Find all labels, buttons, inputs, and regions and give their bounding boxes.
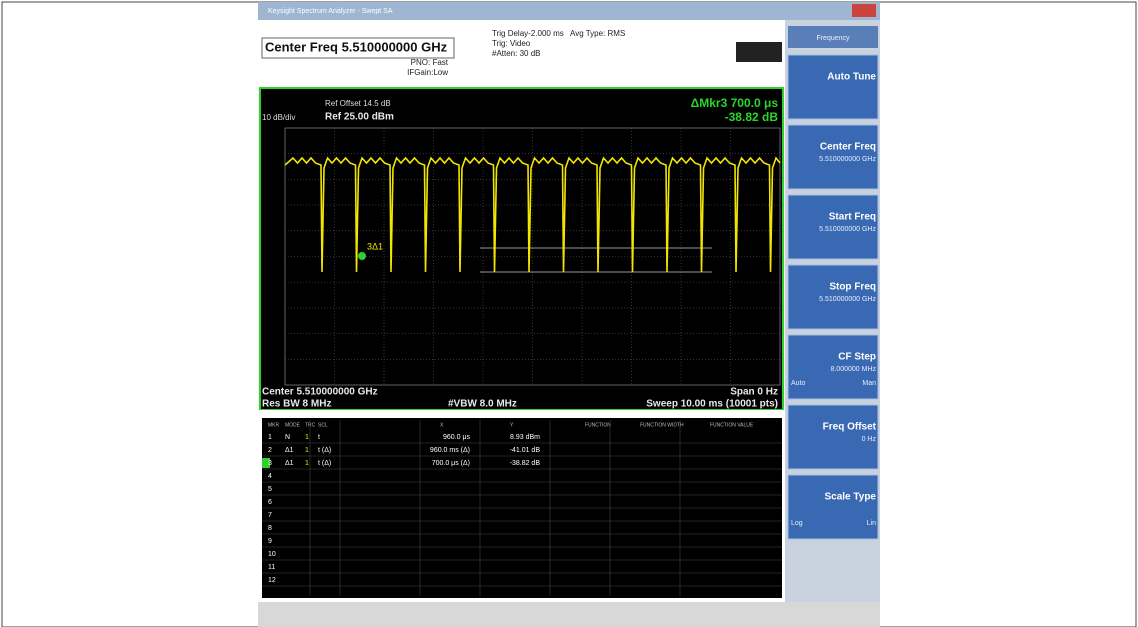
center-freq: Center Freq 5.510000000 GHz bbox=[265, 39, 448, 54]
span: Span 0 Hz bbox=[730, 387, 778, 398]
status-icon bbox=[736, 42, 782, 62]
atten: #Atten: 30 dB bbox=[492, 49, 540, 58]
softkey-value: 5.510000000 GHz bbox=[819, 226, 876, 233]
marker-value: -38.82 dB bbox=[725, 110, 779, 124]
column-header: FUNCTION WIDTH bbox=[640, 422, 684, 428]
ref-level: Ref 25.00 dBm bbox=[325, 112, 394, 123]
table-cell: 960.0 ms (Δ) bbox=[430, 447, 470, 454]
table-cell: 4 bbox=[268, 473, 272, 480]
softkey-value: 8.000000 MHz bbox=[830, 366, 876, 373]
scale: 10 dB/div bbox=[262, 113, 295, 122]
table-cell: 11 bbox=[268, 564, 275, 571]
column-header: SCL bbox=[318, 422, 328, 428]
table-cell: 12 bbox=[268, 577, 276, 584]
table-cell: 1 bbox=[305, 447, 309, 454]
softkey-value: 5.510000000 GHz bbox=[819, 296, 876, 303]
column-header: X bbox=[440, 422, 444, 428]
table-cell: Δ1 bbox=[285, 460, 294, 467]
softkey-value: 5.510000000 GHz bbox=[819, 156, 876, 163]
table-cell: t bbox=[318, 434, 320, 441]
table-cell: 700.0 μs (Δ) bbox=[432, 460, 470, 467]
softkey[interactable] bbox=[787, 194, 879, 260]
softkey-label: Stop Freq bbox=[829, 282, 876, 293]
ref-offset: Ref Offset 14.5 dB bbox=[325, 99, 391, 108]
column-header: FUNCTION bbox=[585, 422, 611, 428]
softkey-label: Scale Type bbox=[824, 492, 876, 503]
softkey-menu-title: Frequency bbox=[816, 35, 850, 42]
softkey-label: Center Freq bbox=[820, 142, 876, 153]
column-header: FUNCTION VALUE bbox=[710, 422, 754, 428]
table-cell: t (Δ) bbox=[318, 447, 331, 454]
plot-frame bbox=[284, 127, 781, 386]
table-cell: t (Δ) bbox=[318, 460, 331, 467]
softkey-label: Auto Tune bbox=[827, 72, 876, 83]
trig-delay: Trig Delay-2.000 ms bbox=[492, 29, 564, 38]
softkey-option: Auto bbox=[791, 380, 806, 387]
close-button[interactable] bbox=[852, 4, 876, 17]
center: Center 5.510000000 GHz bbox=[262, 387, 378, 398]
table-cell: 8 bbox=[268, 525, 272, 532]
marker-label: 3Δ1 bbox=[367, 241, 383, 251]
avg-type: Avg Type: RMS bbox=[570, 29, 625, 38]
table-cell: -38.82 dB bbox=[510, 460, 541, 467]
column-header: TRC bbox=[305, 422, 316, 428]
title-bar bbox=[258, 2, 880, 20]
table-cell: N bbox=[285, 434, 290, 441]
table-cell: 1 bbox=[268, 434, 272, 441]
softkey-label: Freq Offset bbox=[823, 422, 877, 433]
table-cell: 960.0 μs bbox=[443, 434, 470, 441]
table-cell: -41.01 dB bbox=[510, 447, 541, 454]
softkey[interactable] bbox=[787, 474, 879, 540]
table-cell: 8.93 dBm bbox=[510, 434, 540, 441]
marker bbox=[358, 252, 366, 260]
table-cell: 3 bbox=[268, 460, 272, 467]
softkey-option: Log bbox=[791, 520, 803, 527]
pno: PNO: Fast bbox=[411, 58, 449, 67]
marker-readout: ΔMkr3 700.0 μs bbox=[691, 96, 779, 110]
softkey-value: 0 Hz bbox=[862, 436, 877, 443]
table-cell: 1 bbox=[305, 460, 309, 467]
softkey-option: Lin bbox=[867, 520, 876, 527]
column-header: Y bbox=[510, 422, 514, 428]
graph-area bbox=[259, 87, 784, 411]
trig: Trig: Video bbox=[492, 39, 531, 48]
softkey[interactable] bbox=[787, 124, 879, 190]
softkey-option: Man bbox=[862, 380, 876, 387]
softkey[interactable] bbox=[787, 334, 879, 400]
window-title: Keysight Spectrum Analyzer - Swept SA bbox=[268, 8, 393, 15]
softkey[interactable] bbox=[787, 404, 879, 470]
center-freq-box[interactable] bbox=[261, 37, 455, 59]
softkey-label: Start Freq bbox=[829, 212, 876, 223]
table-cell: 7 bbox=[268, 512, 272, 519]
selected-row bbox=[262, 458, 270, 468]
res-bw: Res BW 8 MHz bbox=[262, 399, 331, 410]
status-bar bbox=[258, 602, 880, 627]
ifgain: IFGain:Low bbox=[407, 68, 448, 77]
softkey[interactable] bbox=[787, 264, 879, 330]
vbw: #VBW 8.0 MHz bbox=[448, 399, 517, 410]
table-cell: 6 bbox=[268, 499, 272, 506]
column-header: MODE bbox=[285, 422, 301, 428]
column-header: MKR bbox=[268, 422, 280, 428]
sweep: Sweep 10.00 ms (10001 pts) bbox=[646, 399, 778, 410]
softkey[interactable] bbox=[787, 54, 879, 120]
table-cell: 5 bbox=[268, 486, 272, 493]
softkey-label: CF Step bbox=[838, 352, 876, 363]
table-cell: Δ1 bbox=[285, 447, 294, 454]
table-cell: 1 bbox=[305, 434, 309, 441]
table-cell: 9 bbox=[268, 538, 272, 545]
table-cell: 2 bbox=[268, 447, 272, 454]
softkey-menu bbox=[788, 26, 878, 48]
table-cell: 10 bbox=[268, 551, 276, 558]
trace bbox=[284, 156, 781, 273]
